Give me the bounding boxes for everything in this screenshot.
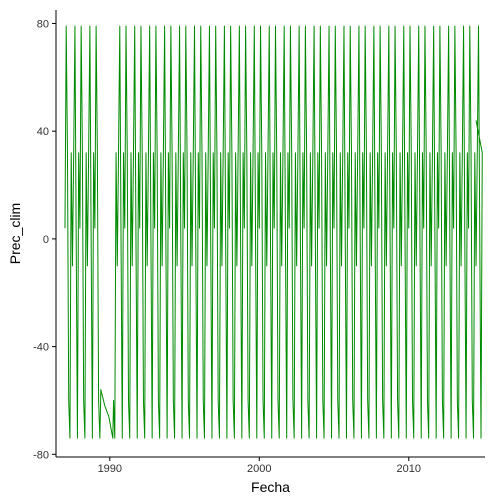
series-layer <box>64 25 483 439</box>
y-axis-title: Prec_clim <box>7 203 23 264</box>
y-tick-label: 80 <box>37 18 49 30</box>
x-tick-label: 2000 <box>247 463 271 475</box>
series-line <box>64 25 483 439</box>
x-tick-label: 2010 <box>397 463 421 475</box>
y-tick-label: 0 <box>43 234 49 246</box>
x-axis-title: Fecha <box>251 479 290 495</box>
y-tick-label: 40 <box>37 126 49 138</box>
y-tick-label: -80 <box>33 449 49 461</box>
y-tick-label: -40 <box>33 342 49 354</box>
x-tick-label: 1990 <box>98 463 122 475</box>
x-axis-ticks: 1990 2000 2010 <box>98 457 421 475</box>
axes: 1990 2000 2010 -80 -40 0 40 80 <box>33 10 485 475</box>
y-axis-ticks: -80 -40 0 40 80 <box>33 18 56 461</box>
